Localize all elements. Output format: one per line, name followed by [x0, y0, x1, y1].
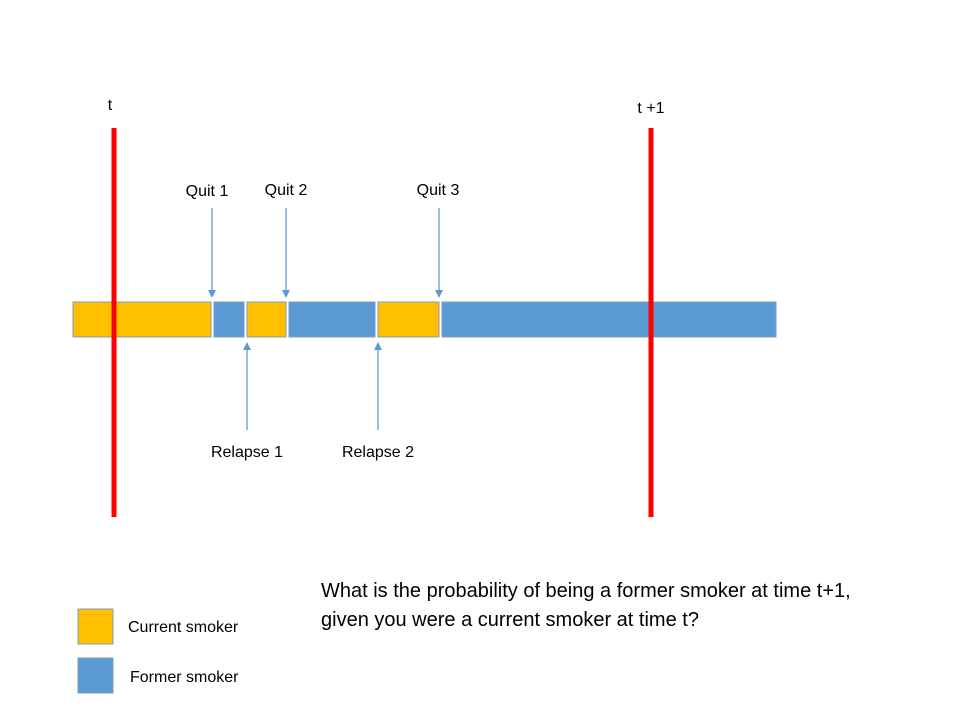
- quit-2-label: Quit 2: [265, 182, 308, 199]
- segment-former-2: [288, 301, 376, 338]
- legend: Current smoker Former smoker: [77, 608, 239, 694]
- legend-current-label: Current smoker: [128, 619, 239, 636]
- relapse-1-label: Relapse 1: [211, 444, 283, 461]
- time-marker-t-label: t: [108, 97, 113, 114]
- segment-former-1: [213, 301, 245, 338]
- segment-current-1: [72, 301, 212, 338]
- quit-1-label: Quit 1: [186, 183, 229, 200]
- segment-current-3: [377, 301, 440, 338]
- time-marker-t1-label: t +1: [637, 100, 664, 117]
- question-line-1: What is the probability of being a forme…: [321, 580, 851, 602]
- segment-current-2: [246, 301, 287, 338]
- quit-3-label: Quit 3: [417, 182, 460, 199]
- segment-former-3: [441, 301, 777, 338]
- legend-former-label: Former smoker: [130, 669, 239, 686]
- timeline-bar: [72, 301, 777, 338]
- question-line-2: given you were a current smoker at time …: [321, 609, 699, 631]
- relapse-2-label: Relapse 2: [342, 444, 414, 461]
- legend-current-swatch: [77, 608, 114, 645]
- legend-former-swatch: [77, 657, 114, 694]
